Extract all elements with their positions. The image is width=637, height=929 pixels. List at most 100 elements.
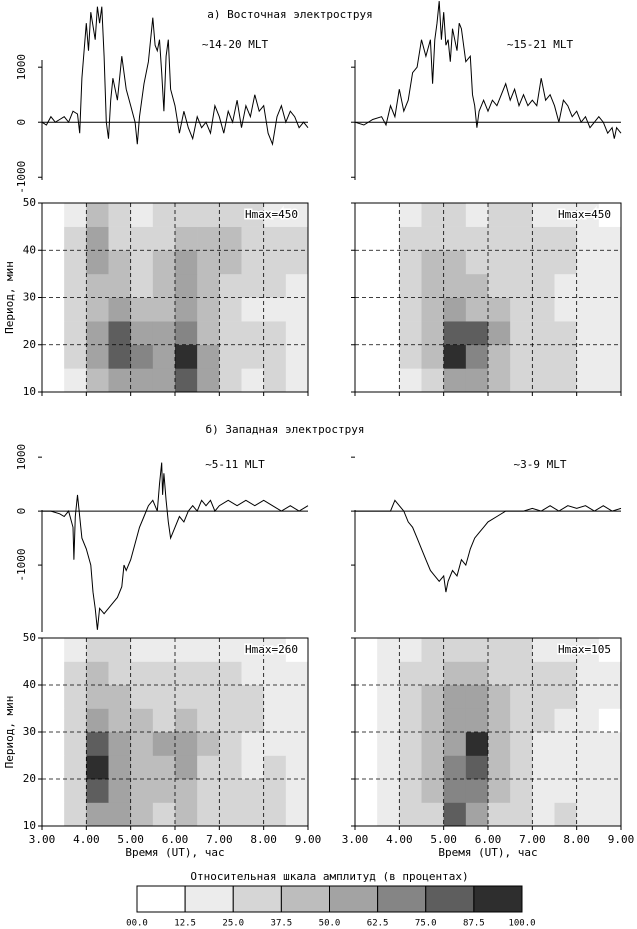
heat-cell xyxy=(152,638,176,662)
heat-cell xyxy=(399,321,422,346)
heat-cell xyxy=(42,321,65,346)
heat-cell xyxy=(263,368,287,393)
heat-cell xyxy=(219,708,242,733)
x-axis-label: Время (UT), час xyxy=(438,846,537,859)
heat-cell xyxy=(576,779,600,803)
heat-cell xyxy=(421,321,444,346)
heat-cell xyxy=(175,661,198,686)
heat-cell xyxy=(488,732,511,756)
heat-cell xyxy=(399,297,422,322)
heat-cell xyxy=(377,273,400,298)
annotation: Hmax=450 xyxy=(558,208,611,221)
x-tick-label: 7.00 xyxy=(519,833,546,846)
heat-cell xyxy=(108,297,131,322)
heat-cell xyxy=(130,344,154,369)
y-tick-label: -1000 xyxy=(15,161,28,194)
heat-cell xyxy=(465,802,489,827)
heat-cell xyxy=(576,273,600,298)
y-tick-label: 30 xyxy=(23,725,36,738)
heat-cell xyxy=(241,755,264,780)
heat-cell xyxy=(64,638,87,662)
heat-cell xyxy=(86,368,109,393)
heat-cell xyxy=(285,638,309,662)
heat-cell xyxy=(219,226,242,251)
heat-cell xyxy=(219,755,242,780)
heat-cell xyxy=(175,368,198,393)
heat-cell xyxy=(108,779,131,803)
heat-cell xyxy=(42,638,65,662)
heat-cell xyxy=(554,368,577,393)
heat-cell xyxy=(576,661,600,686)
heat-cell xyxy=(532,368,555,393)
heat-cell xyxy=(285,226,309,251)
heat-cell xyxy=(443,685,467,709)
series-line xyxy=(41,6,309,147)
heat-cell xyxy=(108,638,131,662)
heat-cell xyxy=(152,708,176,733)
heat-cell xyxy=(443,755,467,780)
heat-cell xyxy=(510,685,533,709)
heat-cell xyxy=(554,321,577,346)
heat-cell xyxy=(285,321,309,346)
y-axis-label: Период, мин xyxy=(3,261,16,334)
heat-cell xyxy=(86,755,109,780)
heat-cell xyxy=(377,708,400,733)
annotation: Hmax=105 xyxy=(558,643,611,656)
heat-cell xyxy=(42,708,65,733)
heat-cell xyxy=(108,344,131,369)
heat-cell xyxy=(377,297,400,322)
heat-cell xyxy=(554,755,577,780)
heat-cell xyxy=(532,685,555,709)
heat-cell xyxy=(130,638,154,662)
heat-cell xyxy=(488,273,511,298)
heat-cell xyxy=(152,732,176,756)
heat-cell xyxy=(532,708,555,733)
heat-cell xyxy=(443,273,467,298)
heat-cell xyxy=(598,685,622,709)
heat-cell xyxy=(576,732,600,756)
series-line xyxy=(42,462,309,630)
heat-cell xyxy=(175,250,198,275)
heat-cell xyxy=(241,802,264,827)
heat-cell xyxy=(285,755,309,780)
heat-cell xyxy=(175,802,198,827)
colorbar-tick-label: 100.0 xyxy=(508,919,535,929)
heat-cell xyxy=(175,732,198,756)
heat-cell xyxy=(598,321,622,346)
heat-cell xyxy=(355,344,378,369)
heat-cell xyxy=(152,226,176,251)
heat-cell xyxy=(64,321,87,346)
heat-cell xyxy=(576,321,600,346)
heat-cell xyxy=(488,708,511,733)
heat-cell xyxy=(510,802,533,827)
heat-cell xyxy=(532,732,555,756)
heat-cell xyxy=(64,297,87,322)
heat-cell xyxy=(175,203,198,227)
heat-cell xyxy=(488,685,511,709)
heat-cell xyxy=(443,321,467,346)
heat-cell xyxy=(241,344,264,369)
heat-cell xyxy=(130,203,154,227)
heat-cell xyxy=(197,203,220,227)
heat-cell xyxy=(64,802,87,827)
heat-cell xyxy=(488,661,511,686)
heat-cell xyxy=(197,661,220,686)
heat-cell xyxy=(197,755,220,780)
heat-cell xyxy=(64,368,87,393)
heat-cell xyxy=(219,732,242,756)
heat-cell xyxy=(554,661,577,686)
heat-cell xyxy=(263,321,287,346)
heat-cell xyxy=(554,708,577,733)
x-tick-label: 3.00 xyxy=(29,833,56,846)
heat-cell xyxy=(355,708,378,733)
heat-cell xyxy=(377,344,400,369)
heading: а) Восточная электроструя xyxy=(207,8,373,21)
heat-cell xyxy=(443,344,467,369)
y-tick-label: 1000 xyxy=(15,54,28,81)
heat-cell xyxy=(421,661,444,686)
heat-cell xyxy=(152,273,176,298)
heat-cell xyxy=(241,708,264,733)
heat-cell xyxy=(108,802,131,827)
heat-cell xyxy=(355,250,378,275)
heat-cell xyxy=(64,661,87,686)
